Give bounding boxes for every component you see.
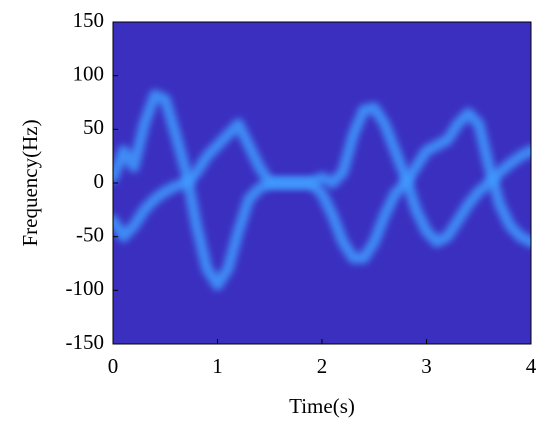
y-tick-label: -100 xyxy=(66,276,105,300)
y-tick-label: 100 xyxy=(73,61,105,85)
plot-content xyxy=(113,89,531,291)
frequency-ridge xyxy=(113,107,531,264)
x-tick-label: 1 xyxy=(212,354,223,378)
x-tick-label: 2 xyxy=(317,354,328,378)
y-axis-label: Frequency(Hz) xyxy=(18,119,42,246)
x-tick-label: 0 xyxy=(108,354,119,378)
y-tick-label: -150 xyxy=(66,330,105,354)
y-tick-label: -50 xyxy=(76,222,104,246)
frequency-ridge xyxy=(113,89,531,291)
x-tick-label: 4 xyxy=(526,354,537,378)
y-tick-label: 150 xyxy=(73,8,105,32)
y-tick-label: 50 xyxy=(83,115,104,139)
x-axis-label: Time(s) xyxy=(289,394,355,418)
y-tick-label: 0 xyxy=(94,169,105,193)
x-tick-label: 3 xyxy=(421,354,432,378)
